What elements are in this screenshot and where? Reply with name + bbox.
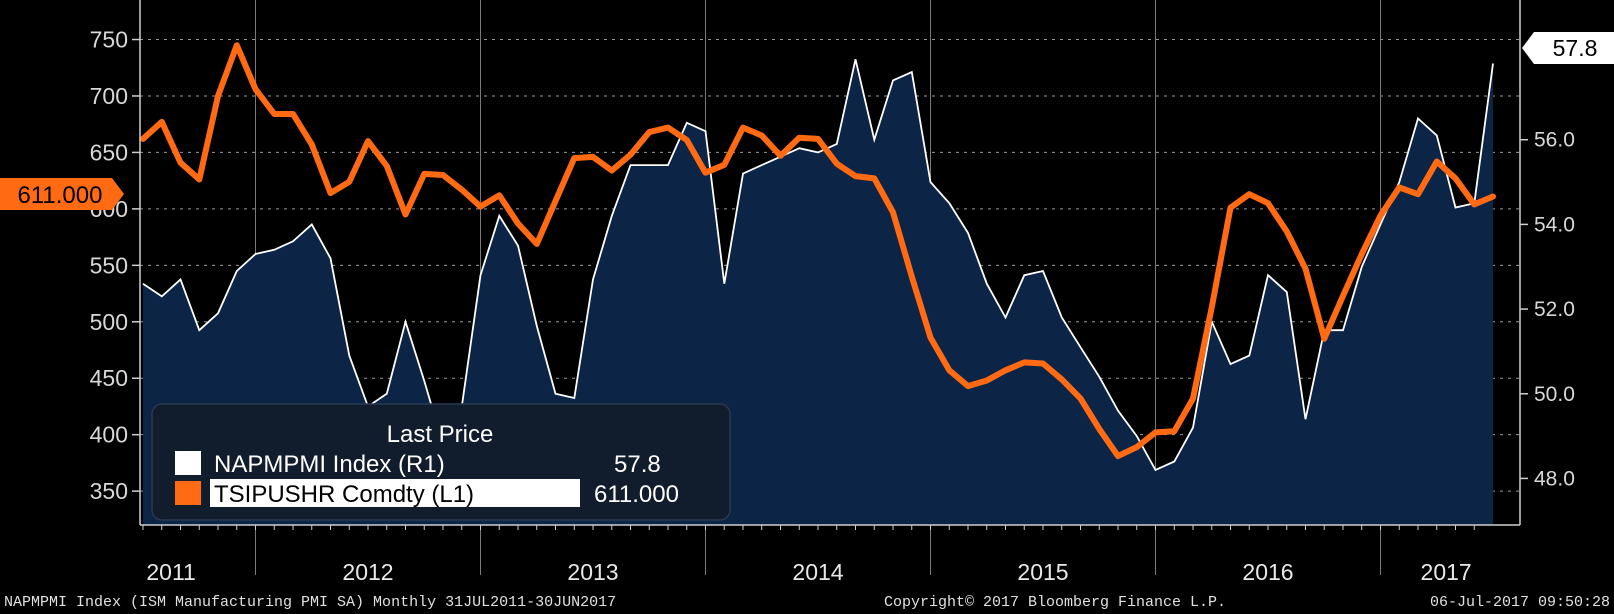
left-tick-350: 350 [90, 478, 128, 504]
legend-swatch-tsipushr [175, 481, 201, 505]
right-tick-52.0: 52.0 [1534, 298, 1575, 321]
legend-swatch-napmpmi [175, 451, 201, 475]
last-value-left-label: 611.000 [18, 182, 103, 209]
x-tick-2012: 2012 [342, 559, 393, 585]
x-tick-2017: 2017 [1421, 559, 1472, 585]
footer-left: NAPMPMI Index (ISM Manufacturing PMI SA)… [4, 594, 616, 611]
legend-value-napmpmi: 57.8 [614, 451, 661, 478]
x-tick-2013: 2013 [567, 559, 618, 585]
left-tick-450: 450 [90, 365, 128, 391]
last-value-right-callout: 57.8 [1522, 32, 1614, 64]
right-tick-48.0: 48.0 [1534, 467, 1575, 490]
legend: Last Price NAPMPMI Index (R1) 57.8 TSIPU… [151, 403, 731, 521]
legend-label-tsipushr: TSIPUSHR Comdty (L1) [214, 481, 474, 508]
x-tick-2015: 2015 [1017, 559, 1068, 585]
line-layer [140, 42, 1496, 460]
left-tick-400: 400 [90, 422, 128, 448]
x-tick-2011: 2011 [146, 559, 195, 585]
legend-value-tsipushr: 611.000 [594, 481, 679, 508]
left-tick-550: 550 [90, 252, 128, 278]
left-tick-700: 700 [90, 83, 128, 109]
footer-center: Copyright© 2017 Bloomberg Finance L.P. [884, 594, 1226, 611]
right-tick-50.0: 50.0 [1534, 383, 1575, 406]
tsipushr-line [140, 42, 1496, 460]
legend-label-highlight [210, 479, 580, 507]
legend-title: Last Price [387, 421, 494, 448]
legend-label-napmpmi: NAPMPMI Index (R1) [214, 451, 445, 478]
left-tick-650: 650 [90, 139, 128, 165]
last-value-left-callout: 611.000 [0, 178, 124, 210]
x-tick-2014: 2014 [792, 559, 843, 585]
right-tick-56.0: 56.0 [1534, 129, 1575, 152]
left-tick-750: 750 [90, 27, 128, 53]
footer-right: 06-Jul-2017 09:50:28 [1430, 594, 1610, 611]
x-tick-2016: 2016 [1242, 559, 1293, 585]
left-tick-500: 500 [90, 309, 128, 335]
last-value-right-label: 57.8 [1553, 35, 1598, 61]
right-tick-54.0: 54.0 [1534, 213, 1575, 236]
